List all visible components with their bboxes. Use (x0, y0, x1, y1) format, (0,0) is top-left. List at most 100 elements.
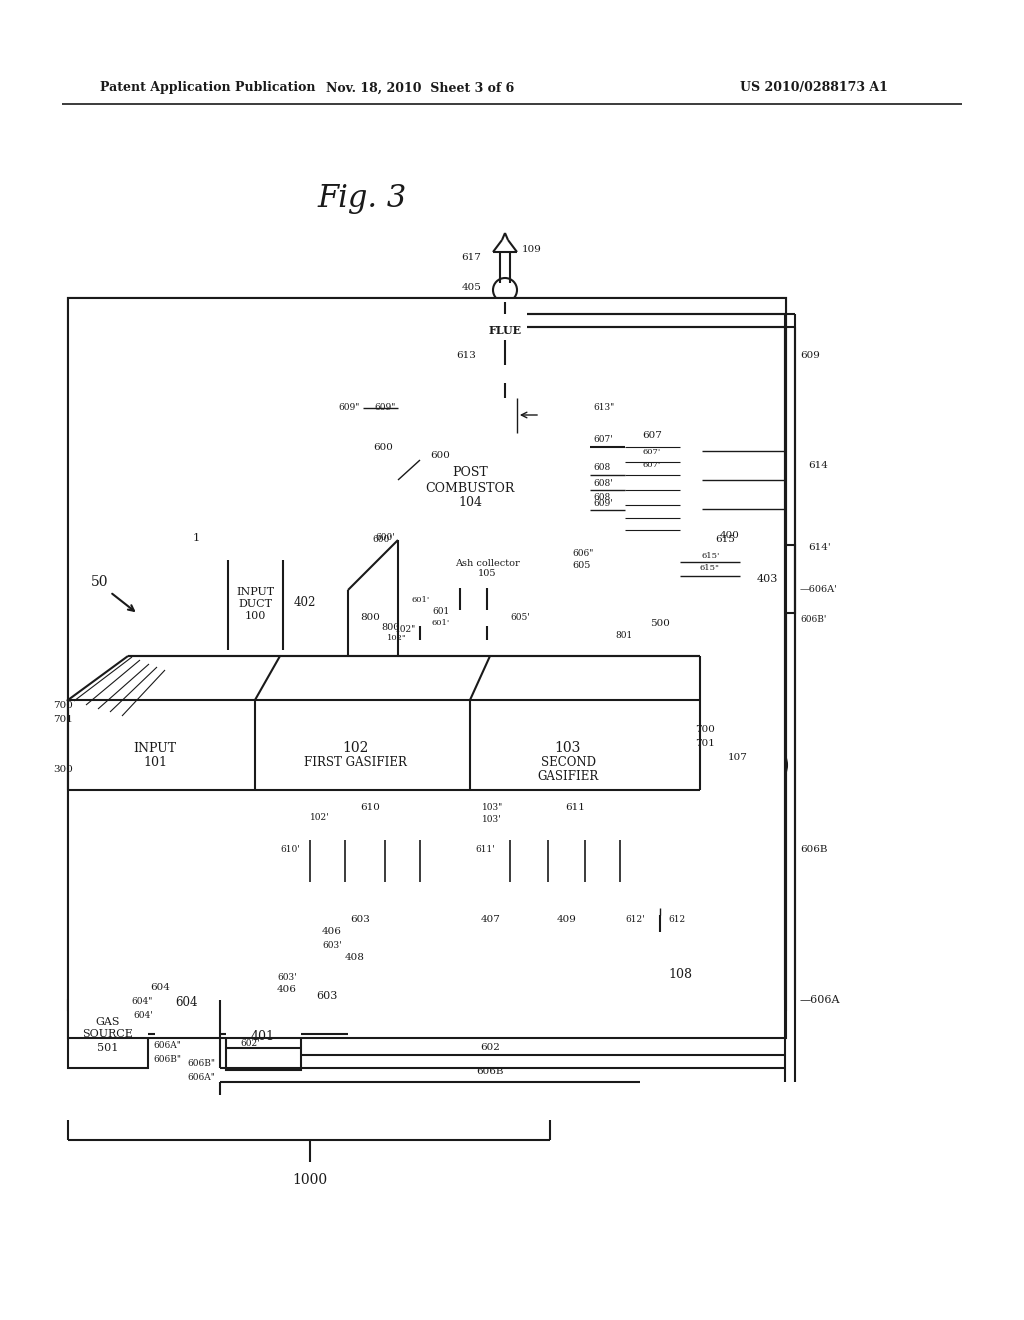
Text: INPUT: INPUT (133, 742, 176, 755)
Text: 403: 403 (757, 574, 777, 583)
Text: GAS: GAS (96, 1016, 120, 1027)
Text: 800: 800 (382, 623, 400, 632)
Text: 501: 501 (97, 1043, 119, 1053)
Text: 604': 604' (133, 1011, 153, 1020)
Text: 108: 108 (668, 968, 692, 981)
Text: 109: 109 (522, 246, 542, 255)
Text: 610': 610' (281, 846, 300, 854)
Text: 401: 401 (251, 1030, 275, 1043)
Circle shape (608, 444, 616, 451)
Text: 615': 615' (701, 552, 720, 560)
Text: 606A": 606A" (187, 1072, 215, 1081)
Polygon shape (375, 882, 395, 909)
Bar (285, 582, 325, 622)
Text: FIRST GASIFIER: FIRST GASIFIER (303, 755, 407, 768)
Text: 600: 600 (373, 444, 393, 453)
Polygon shape (610, 882, 630, 909)
Polygon shape (68, 718, 148, 734)
Ellipse shape (227, 642, 283, 657)
Text: 601': 601' (432, 619, 451, 627)
Text: COMBUSTOR: COMBUSTOR (425, 482, 515, 495)
Text: Ash collector: Ash collector (455, 558, 519, 568)
Text: 608: 608 (593, 494, 610, 503)
Text: INPUT: INPUT (236, 587, 274, 597)
Text: 700: 700 (695, 726, 715, 734)
Circle shape (359, 954, 385, 981)
Bar (680, 444, 702, 459)
Text: 406: 406 (278, 986, 297, 994)
Text: 103: 103 (555, 741, 582, 755)
Text: 607': 607' (643, 461, 662, 469)
Text: 613: 613 (456, 351, 476, 360)
Text: 103": 103" (482, 804, 503, 813)
Polygon shape (470, 789, 700, 840)
Text: 614: 614 (808, 461, 827, 470)
Bar (640, 932, 720, 1016)
Text: 105: 105 (478, 569, 497, 578)
Text: 606B": 606B" (187, 1059, 215, 1068)
Text: 613": 613" (593, 404, 614, 412)
Text: 614': 614' (808, 544, 830, 553)
Polygon shape (255, 789, 470, 840)
Bar (228, 560, 283, 649)
Text: 605: 605 (572, 561, 591, 569)
Text: 402: 402 (294, 595, 316, 609)
Text: 104: 104 (458, 496, 482, 510)
Polygon shape (575, 882, 595, 909)
Text: 500: 500 (650, 619, 670, 628)
Bar (68, 298, 786, 1010)
Text: 601: 601 (432, 607, 450, 616)
Text: 615": 615" (700, 564, 720, 572)
Bar (398, 420, 590, 540)
Text: 600': 600' (375, 533, 395, 543)
Text: Fig. 3: Fig. 3 (317, 182, 407, 214)
Circle shape (450, 606, 470, 626)
Circle shape (408, 636, 432, 660)
Text: 612: 612 (668, 916, 685, 924)
Bar (68, 298, 786, 1038)
Text: FLUE: FLUE (488, 325, 521, 335)
Bar (625, 420, 680, 585)
Polygon shape (500, 882, 520, 909)
Text: 604: 604 (176, 995, 199, 1008)
Bar (226, 1002, 301, 1071)
Text: 606B: 606B (800, 846, 827, 854)
Text: 609": 609" (375, 404, 396, 412)
Text: 103': 103' (482, 816, 502, 825)
Text: 609': 609' (593, 499, 612, 508)
Text: 604": 604" (132, 998, 153, 1006)
Bar (155, 979, 220, 1035)
Text: 607': 607' (593, 436, 612, 445)
Polygon shape (398, 540, 590, 587)
Text: 102": 102" (395, 626, 416, 635)
Text: 1000: 1000 (293, 1173, 328, 1187)
Text: 606B": 606B" (153, 1056, 181, 1064)
Ellipse shape (227, 552, 283, 568)
Text: US 2010/0288173 A1: US 2010/0288173 A1 (740, 82, 888, 95)
Polygon shape (68, 656, 170, 718)
Polygon shape (300, 882, 319, 909)
Text: 606B': 606B' (800, 615, 826, 624)
Polygon shape (410, 882, 430, 909)
Text: 1: 1 (193, 533, 200, 543)
Circle shape (743, 743, 787, 787)
Bar (680, 473, 702, 488)
Text: 701: 701 (695, 738, 715, 747)
Bar (740, 545, 795, 612)
Text: 607': 607' (643, 447, 662, 455)
Bar (398, 399, 463, 433)
Text: —606A: —606A (800, 995, 841, 1005)
Text: 100: 100 (245, 611, 265, 620)
Text: 609": 609" (339, 404, 360, 412)
Polygon shape (538, 882, 558, 909)
Text: 101: 101 (143, 755, 167, 768)
Bar (301, 970, 353, 1022)
Text: 406: 406 (323, 928, 342, 936)
Text: 612': 612' (626, 916, 645, 924)
Text: SOURCE: SOURCE (83, 1030, 133, 1039)
Text: 606": 606" (572, 549, 593, 557)
Text: POST: POST (453, 466, 487, 479)
Text: 600': 600' (373, 536, 392, 544)
Text: 615: 615 (715, 536, 735, 544)
Text: 400: 400 (720, 531, 740, 540)
